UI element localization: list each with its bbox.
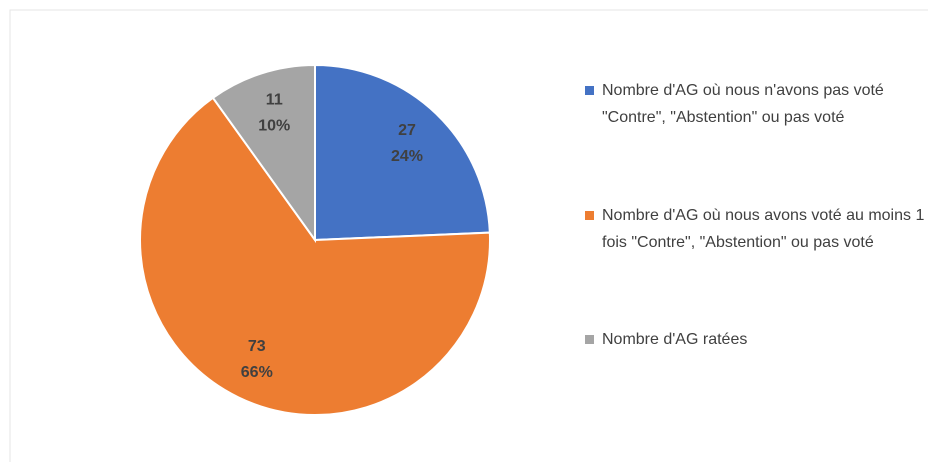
legend-swatch: [585, 211, 594, 220]
slice-value: 11: [266, 92, 283, 109]
pie-slice: [314, 63, 491, 242]
pie-slice: [211, 63, 316, 244]
slice-percent: 10%: [258, 118, 290, 135]
legend-entry: Nombre d'AG où nous n'avons pas voté "Co…: [585, 77, 928, 131]
slice-percent: 24%: [391, 148, 423, 165]
legend-entry: Nombre d'AG où nous avons voté au moins …: [585, 202, 928, 256]
legend-label: Nombre d'AG ratées: [602, 331, 748, 348]
pie-slice: [139, 96, 491, 416]
legend-label: Nombre d'AG où nous avons voté au moins …: [602, 207, 925, 251]
slice-percent: 66%: [241, 364, 273, 381]
chart-frame: [9, 9, 928, 462]
legend-swatch: [585, 335, 594, 344]
slice-value: 73: [248, 338, 266, 355]
legend-entry: Nombre d'AG ratées: [585, 326, 928, 353]
legend-swatch: [585, 86, 594, 95]
legend-label: Nombre d'AG où nous n'avons pas voté "Co…: [602, 82, 884, 126]
slice-value: 27: [398, 122, 416, 139]
